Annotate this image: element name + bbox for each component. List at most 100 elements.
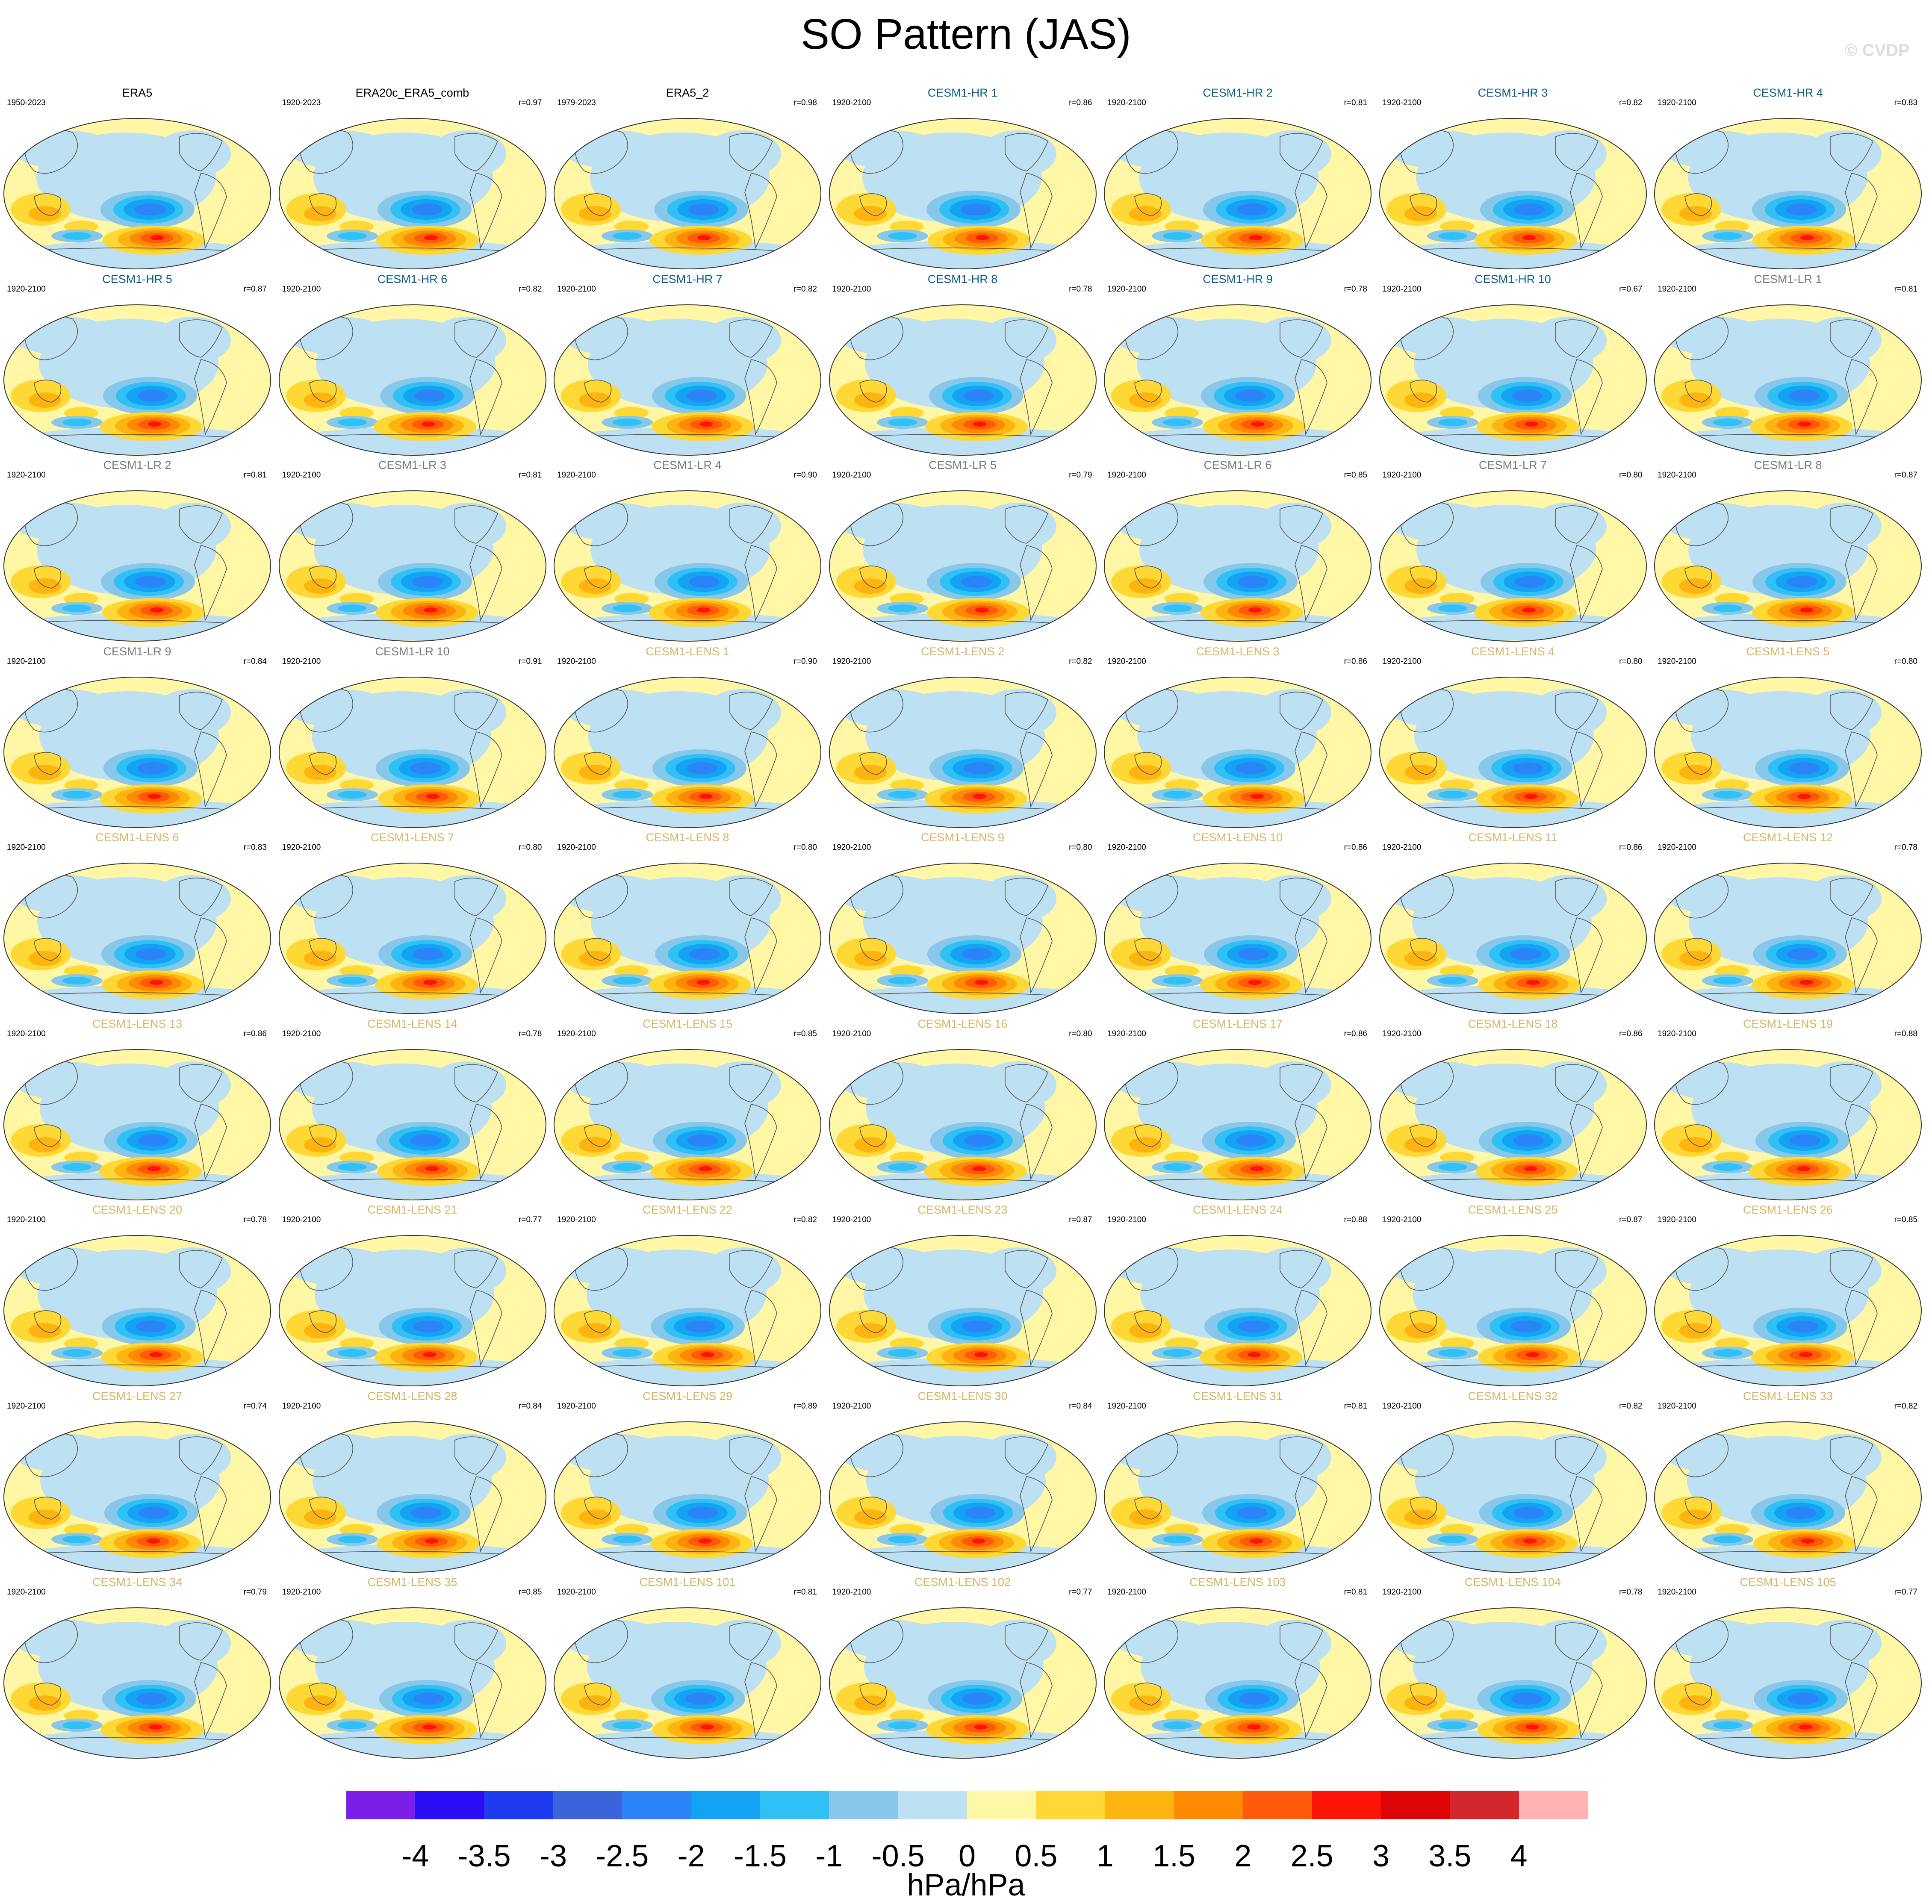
panel-title: CESM1-LENS 1 xyxy=(646,645,729,658)
negative-centre xyxy=(1713,790,1742,799)
panel-title: CESM1-LENS 3 xyxy=(1196,645,1280,658)
map-svg xyxy=(1654,676,1922,828)
colorbar-tick-label: 2.5 xyxy=(1290,1839,1333,1873)
negative-centre xyxy=(1514,203,1545,215)
positive-centre xyxy=(1797,1166,1811,1171)
negative-centre xyxy=(1789,762,1820,774)
negative-centre xyxy=(1438,1535,1467,1543)
map-panel: ERA5 1950-2023 xyxy=(0,85,274,269)
panel-correlation: r=0.79 xyxy=(1069,471,1092,480)
pattern-field xyxy=(279,118,546,269)
pattern-field xyxy=(1379,118,1646,269)
colorbar-tick-label: 0.5 xyxy=(1015,1839,1058,1873)
panel-title: ERA5_2 xyxy=(666,86,709,99)
panel-correlation: r=0.86 xyxy=(243,1029,267,1038)
panel-title: CESM1-HR 1 xyxy=(927,86,998,99)
positive-region xyxy=(339,779,374,791)
panel-correlation: r=0.86 xyxy=(1619,1029,1643,1038)
panel-title: CESM1-LENS 33 xyxy=(1743,1389,1833,1403)
colorbar-tick-label: -4 xyxy=(401,1839,429,1873)
map-border xyxy=(1104,1235,1372,1386)
panel-correlation: r=0.91 xyxy=(519,657,542,666)
map-panel: CESM1-LENS 33 1920-2100 r=0.82 xyxy=(1651,1389,1925,1573)
positive-region xyxy=(614,1710,649,1722)
map-panel: CESM1-LENS 3 1920-2100 r=0.86 xyxy=(1100,644,1375,828)
positive-region xyxy=(1439,1710,1474,1722)
map-panel: CESM1-LENS 104 1920-2100 r=0.78 xyxy=(1376,1575,1650,1759)
panel-correlation: r=0.82 xyxy=(1619,98,1643,107)
map-svg xyxy=(554,1607,821,1759)
panel-period: 1920-2100 xyxy=(1382,1215,1422,1224)
map-border xyxy=(554,676,821,828)
panel-title: CESM1-LENS 22 xyxy=(642,1203,733,1216)
positive-region xyxy=(889,1151,924,1164)
map-panel: CESM1-LENS 15 1920-2100 r=0.85 xyxy=(550,1017,825,1200)
panel-correlation: r=0.78 xyxy=(519,1029,542,1038)
panel-title: CESM1-LENS 11 xyxy=(1468,831,1557,844)
panel-period: 1920-2100 xyxy=(1382,1588,1422,1597)
positive-region xyxy=(1439,1151,1474,1164)
positive-region xyxy=(1165,593,1199,605)
panel-period: 1920-2100 xyxy=(1382,98,1422,107)
pattern-field xyxy=(1379,1049,1646,1200)
panel-title: CESM1-LENS 35 xyxy=(367,1576,457,1589)
positive-centre xyxy=(147,793,161,799)
map-border xyxy=(1379,1235,1647,1386)
map-border xyxy=(554,118,821,269)
map-panel: CESM1-LENS 102 1920-2100 r=0.77 xyxy=(826,1575,1100,1759)
map-svg xyxy=(1654,304,1922,456)
map-svg xyxy=(1654,863,1922,1014)
pattern-field xyxy=(1104,1421,1371,1572)
negative-region xyxy=(704,689,781,736)
map-border xyxy=(829,676,1097,828)
panel-period: 1920-2100 xyxy=(282,1588,321,1597)
map-panel: CESM1-LENS 25 1920-2100 r=0.87 xyxy=(1376,1203,1650,1386)
positive-centre xyxy=(147,1538,160,1544)
panel-title: CESM1-HR 3 xyxy=(1478,86,1548,99)
positive-centre xyxy=(422,1724,436,1730)
map-panel: CESM1-LENS 12 1920-2100 r=0.78 xyxy=(1651,830,1925,1014)
panel-correlation: r=0.78 xyxy=(1619,1588,1643,1597)
colorbar-units: hPa/hPa xyxy=(907,1868,1025,1902)
negative-centre xyxy=(1163,977,1192,984)
colorbar-box xyxy=(484,1791,554,1819)
map-svg xyxy=(278,1607,546,1759)
negative-centre xyxy=(963,389,994,402)
map-border xyxy=(554,863,821,1014)
panel-title: CESM1-LR 8 xyxy=(1754,459,1822,472)
negative-region xyxy=(1254,1433,1331,1481)
negative-centre xyxy=(1239,1693,1270,1705)
negative-centre xyxy=(136,948,166,960)
map-panel: CESM1-LENS 13 1920-2100 r=0.86 xyxy=(0,1017,274,1200)
map-border xyxy=(1104,1421,1372,1573)
map-panel: CESM1-LENS 19 1920-2100 r=0.88 xyxy=(1651,1017,1925,1200)
map-svg xyxy=(1654,118,1922,269)
panel-period: 1920-2100 xyxy=(557,1029,596,1038)
map-svg xyxy=(1104,863,1372,1014)
map-panel: CESM1-HR 10 1920-2100 r=0.67 xyxy=(1376,272,1650,456)
negative-region xyxy=(429,1620,506,1667)
panel-correlation: r=0.81 xyxy=(1344,98,1367,107)
positive-region xyxy=(614,1338,649,1350)
panel-correlation: r=0.82 xyxy=(793,1215,817,1224)
negative-centre xyxy=(1511,1693,1542,1705)
panel-title: CESM1-LR 7 xyxy=(1478,459,1547,472)
panel-period: 1920-2100 xyxy=(282,284,321,294)
negative-centre xyxy=(138,762,168,774)
map-panel-grid: ERA5 1950-2023 ERA20c_ERA5_comb 1920-2023 r=… xyxy=(0,85,1925,1759)
negative-centre xyxy=(410,1134,441,1147)
positive-centre xyxy=(974,980,988,985)
panel-title: CESM1-LENS 13 xyxy=(92,1017,183,1030)
positive-centre xyxy=(699,793,713,799)
panel-period: 1920-2100 xyxy=(1658,471,1696,480)
panel-period: 1920-2100 xyxy=(282,471,321,480)
positive-region xyxy=(339,1710,374,1722)
panel-title: CESM1-LENS 18 xyxy=(1468,1017,1558,1030)
negative-centre xyxy=(685,1320,716,1332)
map-panel: CESM1-LR 8 1920-2100 r=0.87 xyxy=(1651,458,1925,642)
negative-region xyxy=(979,1247,1056,1294)
pattern-field xyxy=(1104,491,1371,641)
colorbar-tick-label: -1.5 xyxy=(733,1839,787,1873)
negative-region xyxy=(1529,1061,1607,1108)
positive-centre xyxy=(696,980,710,985)
